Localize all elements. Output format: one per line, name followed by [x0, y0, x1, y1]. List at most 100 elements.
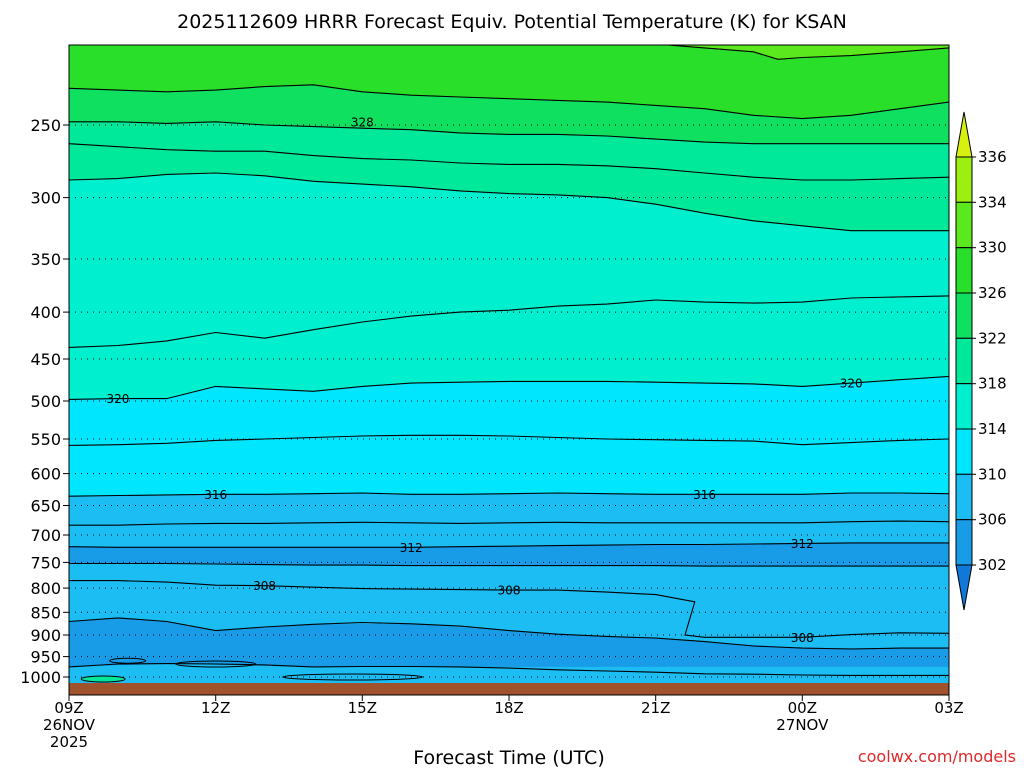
colorbar-label: 310 [978, 465, 1007, 483]
contour-308 [69, 580, 949, 638]
colorbar-segment [955, 201, 973, 249]
colorbar-segment [955, 428, 973, 475]
credit-text[interactable]: coolwx.com/models [858, 747, 1016, 766]
contour-label: 312 [400, 541, 423, 555]
x-axis-label: Forecast Time (UTC) [413, 747, 604, 768]
contour-label: 320 [106, 392, 129, 406]
x-tick-label: 00Z [788, 699, 817, 717]
contour-cell [175, 660, 257, 668]
contour-label-text: 320 [106, 392, 129, 406]
contour-label-text: 328 [351, 115, 374, 129]
y-tick-label: 900 [30, 626, 61, 645]
contour-334 [69, 0, 949, 3]
contour-label: 308 [253, 579, 276, 593]
contour-316 [69, 492, 949, 497]
y-tick-label: 650 [30, 497, 61, 516]
contour-label-text: 312 [791, 537, 814, 551]
contour-label-text: 320 [840, 377, 863, 391]
contour-label: 316 [204, 488, 227, 502]
y-tick-label: 800 [30, 579, 61, 598]
colorbar-segment [955, 519, 973, 566]
x-tick-label: 18Z [494, 699, 523, 717]
contour-label: 308 [791, 631, 814, 645]
plot-area [69, 0, 949, 695]
x-tick-label: 2025 [50, 733, 88, 751]
y-tick-label: 550 [30, 430, 61, 449]
contour-304 [69, 663, 949, 676]
y-tick-label: 750 [30, 553, 61, 572]
colorbar-extend-bottom [955, 564, 973, 611]
x-tick-label: 21Z [641, 699, 670, 717]
terrain [69, 683, 949, 695]
contour-330 [69, 84, 949, 120]
contour-314 [69, 520, 949, 526]
contour-label: 316 [693, 488, 716, 502]
colorbar-label: 334 [978, 193, 1007, 211]
contour-labels: 328 320 320 316 316 312 312 308 308 308 [106, 115, 863, 645]
contour-322 [69, 295, 949, 348]
colorbar-label: 322 [978, 329, 1007, 347]
colorbar-segment [955, 292, 973, 339]
colorbar-label: 302 [978, 556, 1007, 574]
contour-cell [282, 673, 424, 681]
x-tick-label: 15Z [348, 699, 377, 717]
contour-328 [69, 121, 949, 145]
colorbar-label: 326 [978, 284, 1007, 302]
colorbar-label: 318 [978, 375, 1007, 393]
y-axis: 250 300 350 400 450 500 550 600 650 700 750 800 850 9… [20, 116, 69, 687]
x-tick-label: 09Z [54, 699, 83, 717]
y-tick-label: 500 [30, 392, 61, 411]
y-tick-label: 250 [30, 116, 61, 135]
colorbar-label: 306 [978, 511, 1007, 529]
y-tick-label: 950 [30, 648, 61, 667]
contour-lines [69, 0, 949, 683]
colorbar-segment [955, 337, 973, 385]
contour-label: 320 [840, 377, 863, 391]
contour-label-text: 308 [253, 579, 276, 593]
x-tick-label: 03Z [934, 699, 963, 717]
contour-label-text: 308 [791, 631, 814, 645]
contour-320 [69, 375, 949, 400]
x-tick-label: 12Z [201, 699, 230, 717]
x-tick-label: 27NOV [776, 716, 829, 734]
colorbar: 336 334 330 326 322 318 314 310 306 302 [955, 111, 1007, 611]
contour-label-text: 316 [204, 488, 227, 502]
colorbar-label: 314 [978, 420, 1007, 438]
contour-label: 312 [791, 537, 814, 551]
colorbar-segment [955, 473, 973, 521]
y-tick-label: 400 [30, 303, 61, 322]
contour-label: 328 [351, 115, 374, 129]
terrain-fill [69, 683, 949, 695]
colorbar-segment [955, 383, 973, 430]
colorbar-segment [955, 247, 973, 294]
y-tick-label: 350 [30, 250, 61, 269]
contour-318 [69, 434, 949, 446]
contour-cell [109, 657, 147, 664]
chart-title: 2025112609 HRRR Forecast Equiv. Potentia… [177, 11, 847, 33]
contour-310 [69, 562, 949, 567]
contour-label: 308 [498, 584, 521, 598]
y-tick-label: 600 [30, 465, 61, 484]
y-tick-label: 700 [30, 526, 61, 545]
x-tick-label: 26NOV [43, 716, 96, 734]
contour-label-text: 308 [498, 584, 521, 598]
contour-306 [69, 617, 949, 650]
colorbar-extend-top [955, 111, 973, 158]
colorbar-label: 330 [978, 239, 1007, 257]
colorbar-label: 336 [978, 148, 1007, 166]
contour-label-text: 312 [400, 541, 423, 555]
contour-312 [69, 542, 949, 548]
contour-324 [69, 172, 949, 232]
y-tick-label: 850 [30, 603, 61, 622]
contour-332 [661, 45, 949, 60]
y-tick-label: 300 [30, 189, 61, 208]
contour-cell [80, 675, 126, 683]
contour-326 [69, 143, 949, 181]
contour-label-text: 316 [693, 488, 716, 502]
colorbar-segment [955, 156, 973, 203]
y-tick-label: 450 [30, 350, 61, 369]
band-low [69, 617, 949, 667]
y-tick-label: 1000 [20, 668, 61, 687]
